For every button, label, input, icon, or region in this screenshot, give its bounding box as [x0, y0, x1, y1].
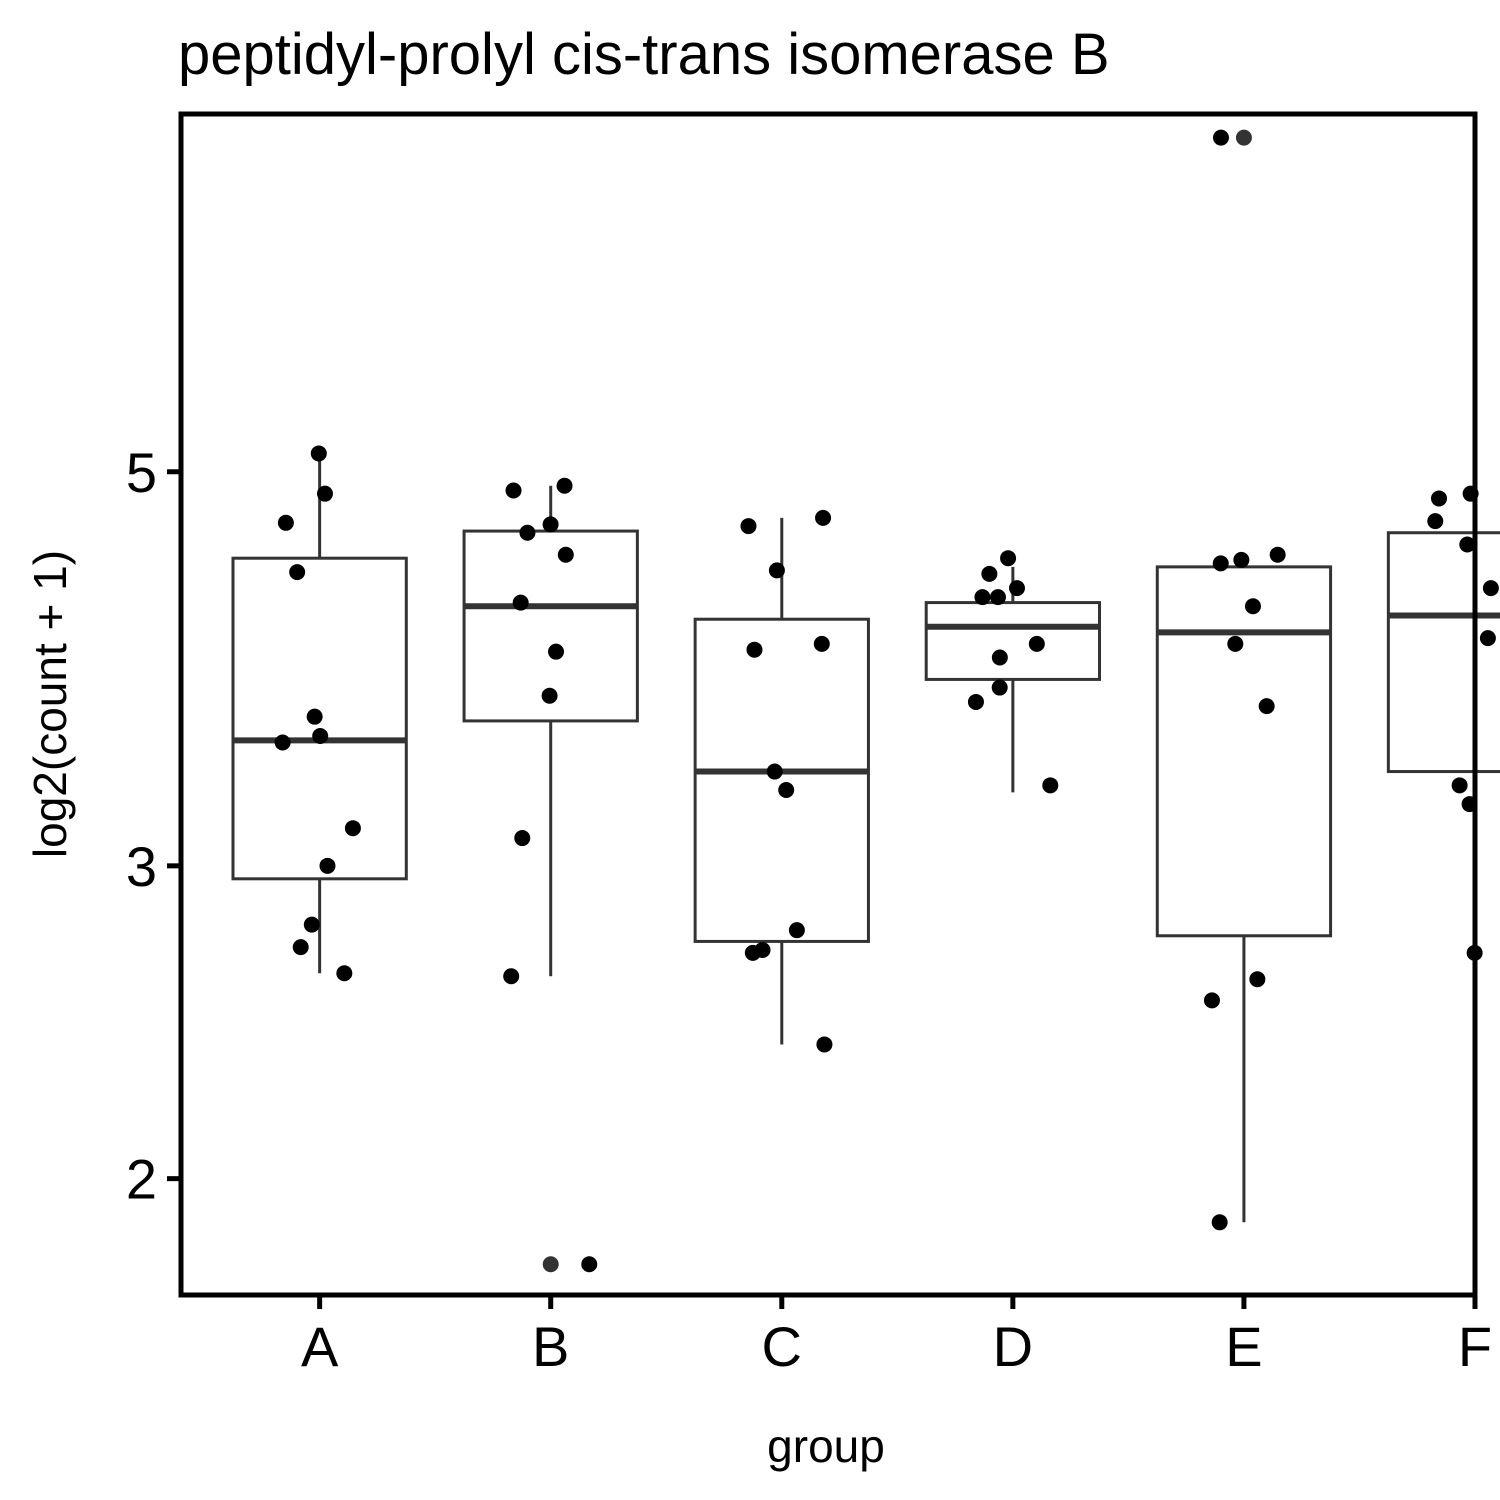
x-tick-label: D — [993, 1315, 1033, 1378]
data-point — [768, 562, 785, 579]
data-points — [274, 129, 1499, 1273]
data-point — [1028, 635, 1045, 652]
data-point — [815, 509, 832, 526]
boxplot-C — [693, 517, 870, 1045]
data-point — [1459, 536, 1476, 553]
data-point — [519, 524, 536, 541]
data-point — [310, 445, 327, 462]
data-point — [981, 565, 998, 582]
data-point — [744, 944, 761, 961]
data-point — [303, 916, 320, 933]
data-point — [1203, 992, 1220, 1009]
data-point — [1431, 490, 1448, 507]
data-point — [766, 763, 783, 780]
x-tick-label: C — [762, 1315, 802, 1378]
data-point — [816, 1036, 833, 1053]
data-point — [1482, 580, 1499, 597]
boxplot-D — [924, 566, 1102, 793]
data-point — [1233, 551, 1250, 568]
data-point — [778, 781, 795, 798]
data-point — [344, 820, 361, 837]
boxplots — [231, 129, 1500, 1273]
data-point — [319, 857, 336, 874]
chart-title: peptidyl-prolyl cis-trans isomerase B — [178, 22, 1110, 87]
data-point — [277, 514, 294, 531]
data-point — [1479, 630, 1496, 647]
box-iqr — [1386, 531, 1500, 774]
axis-ticks: 2 3 5 A B C D E F — [126, 441, 1492, 1378]
data-point — [556, 477, 573, 494]
data-point — [974, 589, 991, 606]
data-point — [505, 482, 522, 499]
data-point — [740, 518, 757, 535]
box-iqr — [924, 601, 1102, 681]
data-point — [991, 649, 1008, 666]
data-point — [274, 734, 291, 751]
box-iqr — [1155, 565, 1333, 938]
data-point — [1212, 129, 1229, 146]
data-point — [336, 965, 353, 982]
data-point — [512, 594, 529, 611]
data-point — [541, 687, 558, 704]
data-point — [1249, 971, 1266, 988]
x-tick-label: A — [301, 1315, 339, 1378]
data-point — [1211, 1214, 1228, 1231]
x-tick-label: B — [532, 1315, 569, 1378]
data-point — [1427, 513, 1444, 530]
data-point — [746, 641, 763, 658]
boxplot-B — [462, 485, 639, 977]
data-point — [306, 708, 323, 725]
data-point — [1000, 550, 1017, 567]
data-point — [503, 968, 520, 985]
data-point — [1451, 777, 1468, 794]
box-iqr — [693, 617, 870, 943]
data-point — [312, 727, 329, 744]
data-point — [581, 1256, 598, 1273]
data-point — [813, 635, 830, 652]
data-point — [1212, 555, 1229, 572]
data-point — [316, 485, 333, 502]
outlier-point — [542, 1256, 559, 1273]
data-point — [1227, 635, 1244, 652]
data-point — [292, 939, 309, 956]
data-point — [967, 693, 984, 710]
data-point — [542, 516, 559, 533]
boxplot-E — [1155, 554, 1333, 1223]
data-point — [514, 830, 531, 847]
data-point — [557, 546, 574, 563]
y-tick-label: 2 — [126, 1148, 157, 1211]
data-point — [1269, 546, 1286, 563]
y-tick-label: 3 — [126, 835, 157, 898]
x-tick-label: E — [1225, 1315, 1262, 1378]
plot-panel-border — [178, 111, 1478, 1298]
x-axis-label: group — [767, 1420, 885, 1472]
y-tick-label: 5 — [126, 441, 157, 504]
data-point — [1008, 580, 1025, 597]
data-point — [1244, 598, 1261, 615]
boxplot-F — [1386, 493, 1500, 953]
data-point — [991, 679, 1008, 696]
x-tick-label: F — [1458, 1315, 1492, 1378]
data-point — [1042, 777, 1059, 794]
data-point — [1258, 698, 1275, 715]
outlier-point — [1235, 129, 1252, 146]
data-point — [989, 589, 1006, 606]
data-point — [548, 643, 565, 660]
data-point — [788, 922, 805, 939]
y-axis-label: log2(count + 1) — [24, 550, 76, 858]
data-point — [289, 564, 306, 581]
